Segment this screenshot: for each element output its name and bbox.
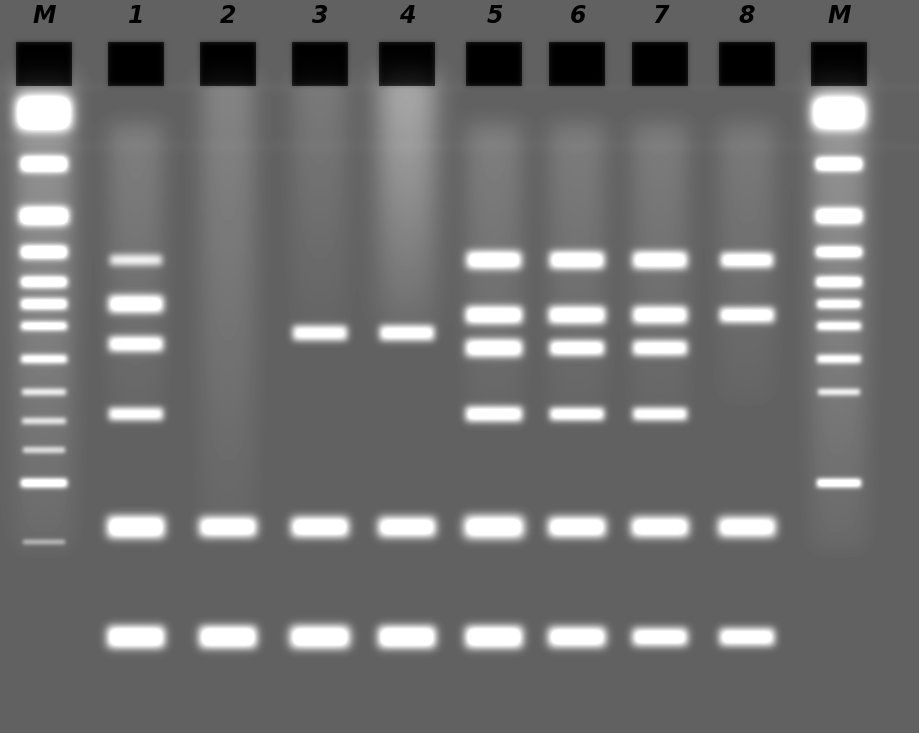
Text: 6: 6 — [569, 4, 585, 28]
Text: 1: 1 — [128, 4, 144, 28]
Text: 7: 7 — [652, 4, 668, 28]
Text: 4: 4 — [399, 4, 415, 28]
Text: M: M — [826, 4, 850, 28]
Text: 8: 8 — [738, 4, 754, 28]
Text: M: M — [32, 4, 56, 28]
Text: 2: 2 — [220, 4, 236, 28]
Text: 5: 5 — [486, 4, 503, 28]
Text: 3: 3 — [312, 4, 328, 28]
